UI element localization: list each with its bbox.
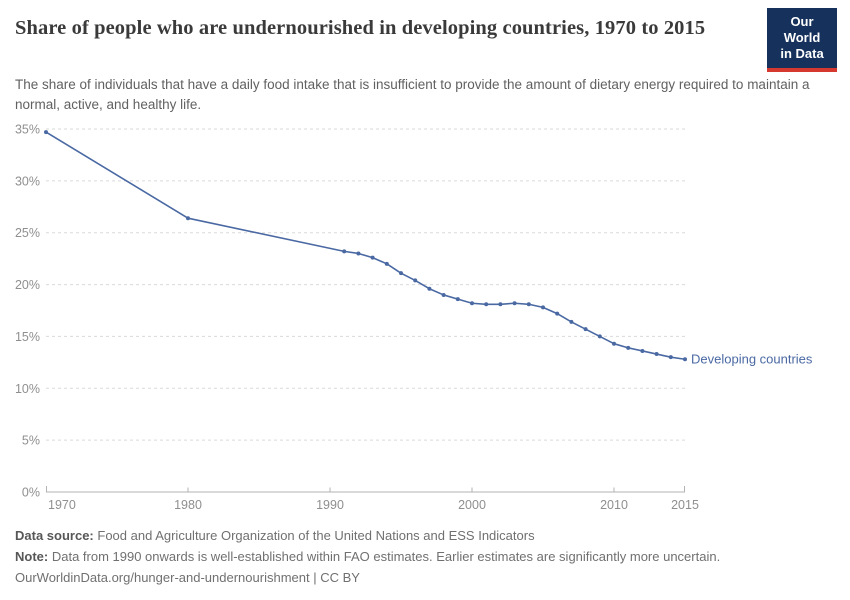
data-line xyxy=(45,131,686,361)
data-point xyxy=(569,319,574,324)
x-tick-label: 2010 xyxy=(600,498,628,512)
y-tick-label: 10% xyxy=(15,382,40,396)
data-point xyxy=(612,341,616,346)
data-point xyxy=(470,301,474,306)
owid-logo: Our World in Data xyxy=(767,8,837,72)
line-chart: 0% 5% 10% 15% 20% 25% 30% 35% 1970 1980 1990 2000 20… xyxy=(15,123,813,513)
y-tick-label: 5% xyxy=(22,434,40,448)
x-tick-label: 2000 xyxy=(458,498,486,512)
data-point xyxy=(44,130,48,135)
data-point xyxy=(626,345,631,350)
data-point xyxy=(541,305,545,310)
x-tick-label: 2015 xyxy=(671,498,699,512)
data-point xyxy=(484,302,489,307)
data-source-label: Data source: xyxy=(15,528,94,543)
footer-license: OurWorldinData.org/hunger-and-undernouri… xyxy=(15,570,360,585)
data-point xyxy=(384,261,389,266)
data-point xyxy=(441,292,446,297)
x-tick-label: 1990 xyxy=(316,498,344,512)
note-text: Data from 1990 onwards is well-establish… xyxy=(51,549,721,564)
data-point xyxy=(413,278,418,283)
data-source-text: Food and Agriculture Organization of the… xyxy=(97,528,535,543)
footer-note: Note: Data from 1990 onwards is well-est… xyxy=(15,549,720,565)
y-tick-label: 0% xyxy=(22,486,40,500)
data-point xyxy=(370,255,375,260)
x-tick-label: 1980 xyxy=(174,498,202,512)
page-title: Share of people who are undernourished i… xyxy=(15,17,706,39)
data-point xyxy=(597,334,602,339)
y-tick-label: 20% xyxy=(15,278,40,292)
data-point xyxy=(683,357,687,362)
data-point xyxy=(526,302,531,307)
data-point xyxy=(583,327,588,332)
owid-logo-line1: Our World xyxy=(783,14,821,45)
y-tick-label: 30% xyxy=(15,174,40,188)
data-point xyxy=(427,286,432,291)
owid-logo-line2: in Data xyxy=(780,46,824,61)
data-point xyxy=(399,271,403,276)
y-tick-label: 25% xyxy=(15,226,40,240)
data-point xyxy=(640,348,645,353)
data-point xyxy=(186,216,190,221)
footer-data-source: Data source: Food and Agriculture Organi… xyxy=(15,528,535,544)
data-point xyxy=(498,302,503,307)
data-point xyxy=(555,311,560,316)
y-tick-label: 15% xyxy=(15,330,40,344)
data-point xyxy=(668,355,673,360)
x-tick-label: 1970 xyxy=(48,498,76,512)
y-tick-label: 35% xyxy=(15,123,40,137)
data-point xyxy=(654,352,659,357)
data-point xyxy=(512,301,517,306)
note-label: Note: xyxy=(15,549,49,564)
data-point xyxy=(356,251,361,256)
series-label: Developing countries xyxy=(691,352,813,367)
chart-subtitle: The share of individuals that have a dai… xyxy=(15,77,810,112)
data-point xyxy=(342,249,347,254)
data-point xyxy=(455,297,460,302)
